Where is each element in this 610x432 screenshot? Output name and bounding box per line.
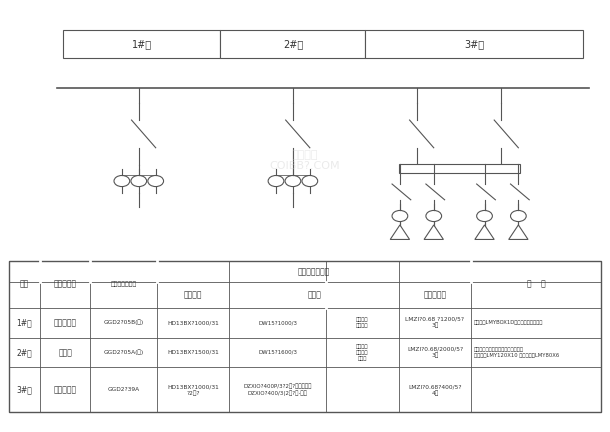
Text: 土木在线
COIBB?.COM: 土木在线 COIBB?.COM (270, 150, 340, 172)
Text: 3#柜: 3#柜 (464, 39, 484, 49)
Text: 2#柜: 2#柜 (16, 348, 32, 357)
Text: 带附件及
辅助触头: 带附件及 辅助触头 (356, 317, 368, 328)
Text: 受电柜: 受电柜 (59, 348, 72, 357)
Text: 1#柜: 1#柜 (132, 39, 152, 49)
Text: 带附件及
辅助触头
等附件: 带附件及 辅助触头 等附件 (356, 344, 368, 361)
Text: 改为三相LMYBOX1D柜后增出并设保护网: 改为三相LMYBOX1D柜后增出并设保护网 (474, 320, 544, 325)
Text: 1#柜: 1#柜 (16, 318, 32, 327)
Text: GGD2?39A: GGD2?39A (107, 387, 140, 392)
Text: 行车电源柜: 行车电源柜 (54, 385, 77, 394)
Text: 柜号: 柜号 (20, 280, 29, 289)
Text: 电流互感器: 电流互感器 (423, 290, 447, 299)
Text: LMZI?0.68/2000/5?
3只: LMZI?0.68/2000/5? 3只 (407, 347, 463, 358)
Text: GGD2?05A(改): GGD2?05A(改) (104, 349, 144, 355)
Text: 辅跨电源柜: 辅跨电源柜 (54, 318, 77, 327)
Text: HD13BX?1000/31
?2只?: HD13BX?1000/31 ?2只? (167, 384, 219, 396)
Text: 隔离开关: 隔离开关 (184, 290, 203, 299)
Text: DW15?1600/3: DW15?1600/3 (258, 350, 297, 355)
Text: HD13BX?1000/31: HD13BX?1000/31 (167, 320, 219, 325)
Bar (365, 31, 583, 58)
Text: GGD2?05B(改): GGD2?05B(改) (104, 320, 144, 325)
Text: 断路器: 断路器 (307, 290, 321, 299)
Polygon shape (475, 225, 494, 239)
Bar (9, 261, 601, 412)
Bar (220, 31, 365, 58)
Text: 备    注: 备 注 (527, 280, 545, 289)
Text: DW15?1000/3: DW15?1000/3 (258, 320, 297, 325)
Text: 改为三相四线制柜后进线并设保护网
相母线为LMY120X10 中性导线为LMY80X6: 改为三相四线制柜后进线并设保护网 相母线为LMY120X10 中性导线为LMY8… (474, 347, 559, 358)
Text: 2#柜: 2#柜 (283, 39, 303, 49)
Polygon shape (424, 225, 443, 239)
Polygon shape (509, 225, 528, 239)
Text: DZXIO?400P/3?2只?（带附件）
DZXIO?400/3(2只?（-般）: DZXIO?400P/3?2只?（带附件） DZXIO?400/3(2只?（-般… (243, 384, 312, 396)
Text: 3#柜: 3#柜 (16, 385, 32, 394)
Polygon shape (390, 225, 409, 239)
Text: 主回路电气元件: 主回路电气元件 (298, 267, 330, 276)
Bar (63, 31, 220, 58)
Text: LMZI?0.68?400/5?
4只: LMZI?0.68?400/5? 4只 (408, 384, 462, 396)
Text: HD13BX?1500/31: HD13BX?1500/31 (167, 350, 219, 355)
Text: 低压柜方案编号: 低压柜方案编号 (110, 281, 137, 287)
Bar (399, 164, 520, 173)
Text: LMZI?0.68 ?1200/5?
3只: LMZI?0.68 ?1200/5? 3只 (406, 317, 464, 328)
Text: 低压电功能: 低压电功能 (54, 280, 77, 289)
